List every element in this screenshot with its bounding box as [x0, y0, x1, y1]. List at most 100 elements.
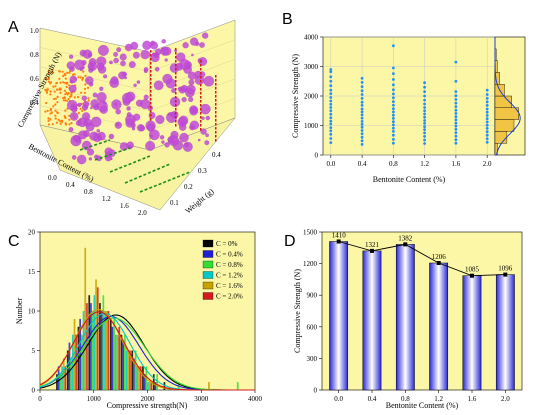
a-point-orange [68, 84, 71, 87]
a-point-red [215, 131, 217, 134]
a-point-red [200, 128, 202, 131]
a-point-red [175, 48, 177, 51]
a-point-red [215, 79, 217, 82]
b-point [423, 142, 426, 145]
a-point-purple [71, 155, 77, 160]
d-data-label: 1096 [498, 265, 513, 273]
b-point [360, 93, 364, 96]
d-data-label: 1410 [332, 232, 347, 240]
b-point [329, 116, 333, 120]
a-point-purple [152, 52, 156, 56]
b-point [485, 120, 489, 124]
a-point-orange [79, 76, 82, 79]
b-point [423, 135, 426, 138]
d-data-label: 1382 [398, 234, 413, 242]
a-point-purple [77, 117, 88, 128]
a-point-red [150, 110, 152, 113]
c-ytick-label: 10 [28, 308, 36, 316]
c-bar [134, 350, 137, 390]
c-bar [129, 350, 131, 390]
a-point-orange [50, 81, 53, 84]
a-point-purple [189, 120, 199, 130]
a-point-red [150, 58, 152, 61]
c-xtick-label: 4000 [248, 395, 263, 403]
b-point [392, 107, 395, 111]
a-point-orange [87, 99, 90, 102]
d-xtick-label: 1.2 [434, 395, 443, 403]
a-point-orange [73, 96, 76, 99]
a-point-purple [188, 79, 195, 86]
d-ytick-label: 300 [307, 355, 318, 363]
b-xtick-label: 1.2 [420, 160, 429, 168]
a-point-orange [86, 86, 90, 89]
a-point-orange [80, 91, 83, 94]
a-point-orange [49, 112, 52, 115]
b-point [329, 122, 333, 126]
c-legend-label: C = 1.6% [216, 282, 243, 290]
a-point-orange [62, 99, 65, 102]
panel-c-bars [56, 247, 239, 390]
c-legend-swatch [202, 281, 214, 290]
a-point-red [175, 68, 177, 71]
c-bar [125, 350, 128, 390]
b-point [423, 85, 426, 89]
a-point-orange [84, 74, 87, 77]
b-xtick-label: 1.6 [452, 160, 461, 168]
a-point-orange [84, 83, 87, 86]
c-bar [105, 311, 108, 390]
b-point [485, 93, 489, 96]
a-point-orange [47, 123, 51, 126]
d-bar [495, 274, 515, 391]
a-projection-green [139, 171, 191, 193]
d-bar [329, 241, 349, 391]
a-point-red [150, 70, 152, 73]
b-point [423, 106, 426, 109]
a-point-red [200, 72, 202, 75]
a-point-purple [133, 113, 141, 121]
a-point-purple [108, 133, 115, 140]
c-bar [95, 279, 97, 390]
a-point-orange [45, 90, 48, 93]
c-xtick-label: 2000 [141, 395, 156, 403]
a-point-orange [47, 117, 50, 120]
b-point [423, 112, 426, 116]
c-xtick-label: 3000 [194, 395, 209, 403]
a-point-purple [132, 51, 140, 59]
c-bar [127, 350, 130, 390]
b-point [392, 88, 395, 92]
a-point-red [200, 112, 202, 115]
b-point [329, 137, 333, 140]
b-point [329, 68, 333, 71]
a-point-purple [199, 42, 205, 48]
a-point-red [150, 66, 152, 69]
b-ytick-label: 1000 [304, 122, 319, 130]
c-bar [116, 334, 119, 390]
a-point-orange [49, 93, 52, 96]
b-point [423, 125, 426, 129]
a-point-purple [148, 111, 156, 119]
b-point [423, 109, 426, 113]
b-point [392, 78, 395, 81]
a-point-orange [59, 120, 62, 123]
b-point [485, 123, 489, 127]
a-point-orange [81, 76, 84, 80]
b-point [329, 79, 333, 83]
a-projection-green [124, 163, 171, 184]
a-point-purple [69, 112, 79, 121]
c-legend-swatch [202, 250, 214, 258]
a-point-purple [89, 131, 99, 141]
d-line-overlay [338, 241, 506, 277]
a-ztick: 1.0 [30, 27, 39, 35]
a-point-purple [116, 123, 119, 126]
a-point-orange [56, 111, 59, 114]
a-point-purple [200, 103, 211, 115]
b-point [454, 124, 458, 128]
b-point [329, 96, 333, 99]
a-point-purple [76, 154, 87, 165]
a-point-red [200, 64, 202, 67]
a-point-red [215, 111, 217, 114]
b-point [329, 119, 333, 123]
a-point-red [200, 80, 202, 83]
a-point-orange [53, 90, 56, 93]
